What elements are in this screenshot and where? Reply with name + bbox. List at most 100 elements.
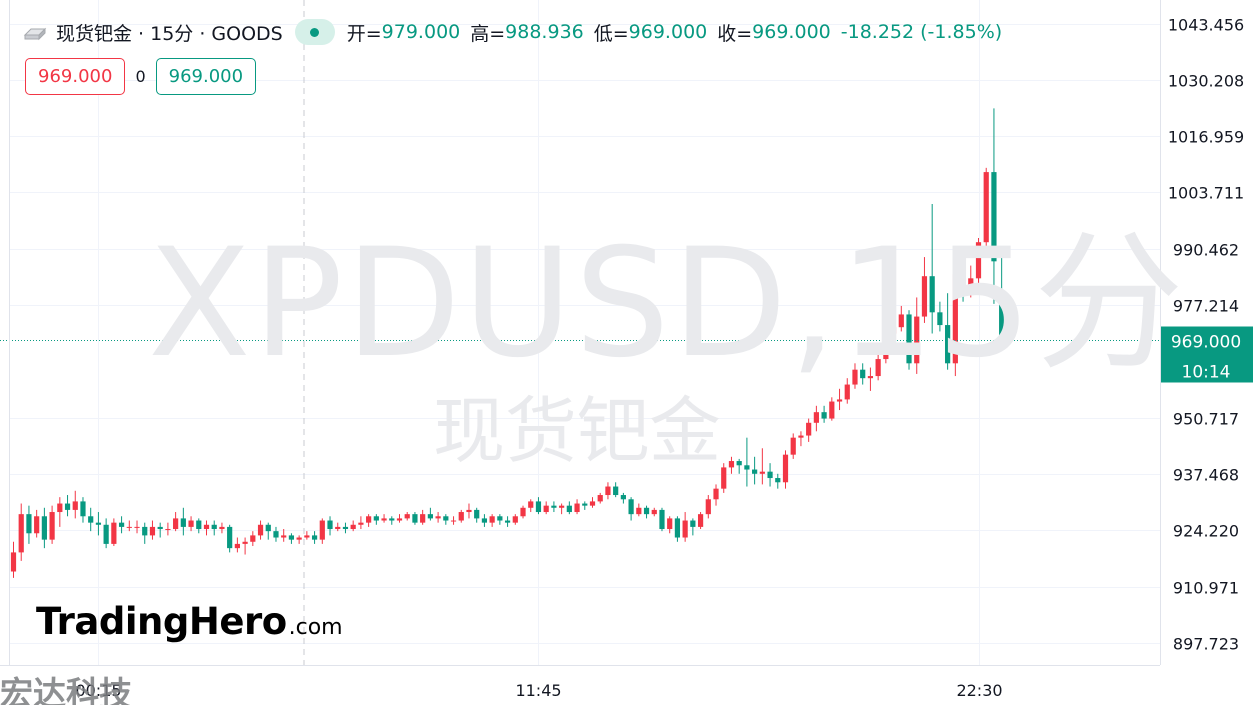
candle — [389, 516, 395, 525]
candle-body — [968, 278, 974, 294]
candle-body — [311, 535, 318, 540]
candle — [860, 363, 866, 385]
candle-body — [937, 312, 943, 326]
candle-body — [813, 412, 819, 423]
candle-body — [234, 543, 240, 549]
candle — [736, 458, 742, 474]
high-label: 高= — [470, 22, 506, 45]
candle — [682, 512, 688, 542]
symbol-title[interactable]: 现货钯金 · 15分 · GOODS — [56, 22, 283, 45]
candle-body — [860, 369, 866, 379]
candle-body — [852, 369, 858, 385]
candle-body — [373, 516, 379, 521]
candle — [10, 541, 17, 578]
candle-body — [844, 384, 850, 400]
candle — [520, 505, 526, 519]
candle-body — [64, 503, 71, 510]
candle — [597, 492, 603, 504]
candle — [111, 518, 117, 547]
candle — [80, 497, 86, 523]
candle-body — [34, 516, 40, 534]
candle-body — [134, 526, 140, 528]
candle-body — [304, 535, 310, 538]
candle — [18, 503, 24, 561]
candle — [559, 503, 565, 515]
candle-body — [806, 422, 812, 436]
candle — [821, 405, 827, 423]
candle — [173, 512, 179, 532]
candle — [728, 456, 735, 474]
market-status-indicator[interactable] — [294, 19, 335, 45]
candle — [381, 514, 387, 523]
candle-body — [867, 376, 874, 379]
candle — [605, 482, 611, 500]
candle — [358, 516, 364, 530]
candle — [983, 167, 989, 251]
candle-body — [721, 467, 727, 489]
candle — [636, 503, 642, 517]
candle — [481, 514, 488, 527]
x-tick-label: 22:30 — [956, 681, 1002, 700]
candle-body — [319, 520, 325, 540]
candle — [790, 433, 796, 459]
candle-body — [335, 526, 341, 530]
sell-price-button[interactable]: 969.000 — [25, 58, 126, 95]
candle-body — [257, 524, 264, 536]
last-price-tag: 969.000 10:14 — [1161, 326, 1253, 383]
low-label: 低= — [593, 22, 629, 45]
spread-value: 0 — [135, 67, 146, 86]
candle-body — [281, 535, 287, 538]
candle-body — [790, 437, 796, 455]
candle-body — [690, 520, 696, 527]
candle-body — [41, 516, 47, 540]
candle — [49, 505, 55, 544]
candle-body — [420, 514, 426, 523]
candle-body — [211, 524, 217, 530]
candle — [844, 378, 850, 404]
candle — [852, 363, 858, 389]
candle — [265, 522, 271, 540]
candle-body — [512, 516, 518, 523]
candle — [474, 507, 480, 523]
candle-body — [759, 471, 765, 474]
candle — [543, 501, 549, 515]
candle-body — [551, 505, 557, 508]
candle-body — [697, 514, 704, 527]
candle — [836, 388, 843, 411]
candle-body — [265, 524, 271, 532]
corner-watermark: 宏达科技 — [0, 674, 132, 705]
candle — [126, 520, 132, 532]
buy-price-button[interactable]: 969.000 — [155, 58, 257, 95]
candle-body — [466, 509, 472, 513]
candle-body — [489, 516, 495, 523]
candle-body — [404, 514, 410, 519]
candle-body — [999, 297, 1005, 340]
y-tick-label: 910.971 — [1173, 579, 1239, 598]
price-axis[interactable]: 1043.456 1030.208 1016.959 1003.711 990.462 9… — [1168, 16, 1244, 654]
candle-body — [342, 526, 349, 530]
candle-body — [589, 501, 596, 506]
y-tick-label: 924.220 — [1173, 522, 1239, 541]
candle-body — [173, 518, 179, 530]
candle — [404, 512, 410, 521]
candle — [906, 310, 912, 370]
candle — [134, 520, 140, 534]
last-price-value: 969.000 — [1171, 333, 1241, 353]
candle — [234, 537, 240, 553]
candle — [427, 507, 433, 521]
time-axis[interactable]: 00:15 11:45 22:30 — [75, 681, 1002, 700]
y-tick-label: 1016.959 — [1168, 128, 1244, 147]
candle — [651, 507, 657, 517]
candle-body — [528, 501, 534, 508]
candle-body — [659, 509, 665, 530]
candle-body — [350, 524, 356, 530]
candle — [960, 267, 966, 302]
open-label: 开= — [346, 22, 382, 45]
candle-body — [111, 522, 117, 544]
candle-body — [945, 325, 951, 364]
candle-body — [273, 531, 279, 538]
candle — [435, 512, 441, 523]
candle — [497, 514, 503, 525]
candle-body — [582, 503, 588, 506]
